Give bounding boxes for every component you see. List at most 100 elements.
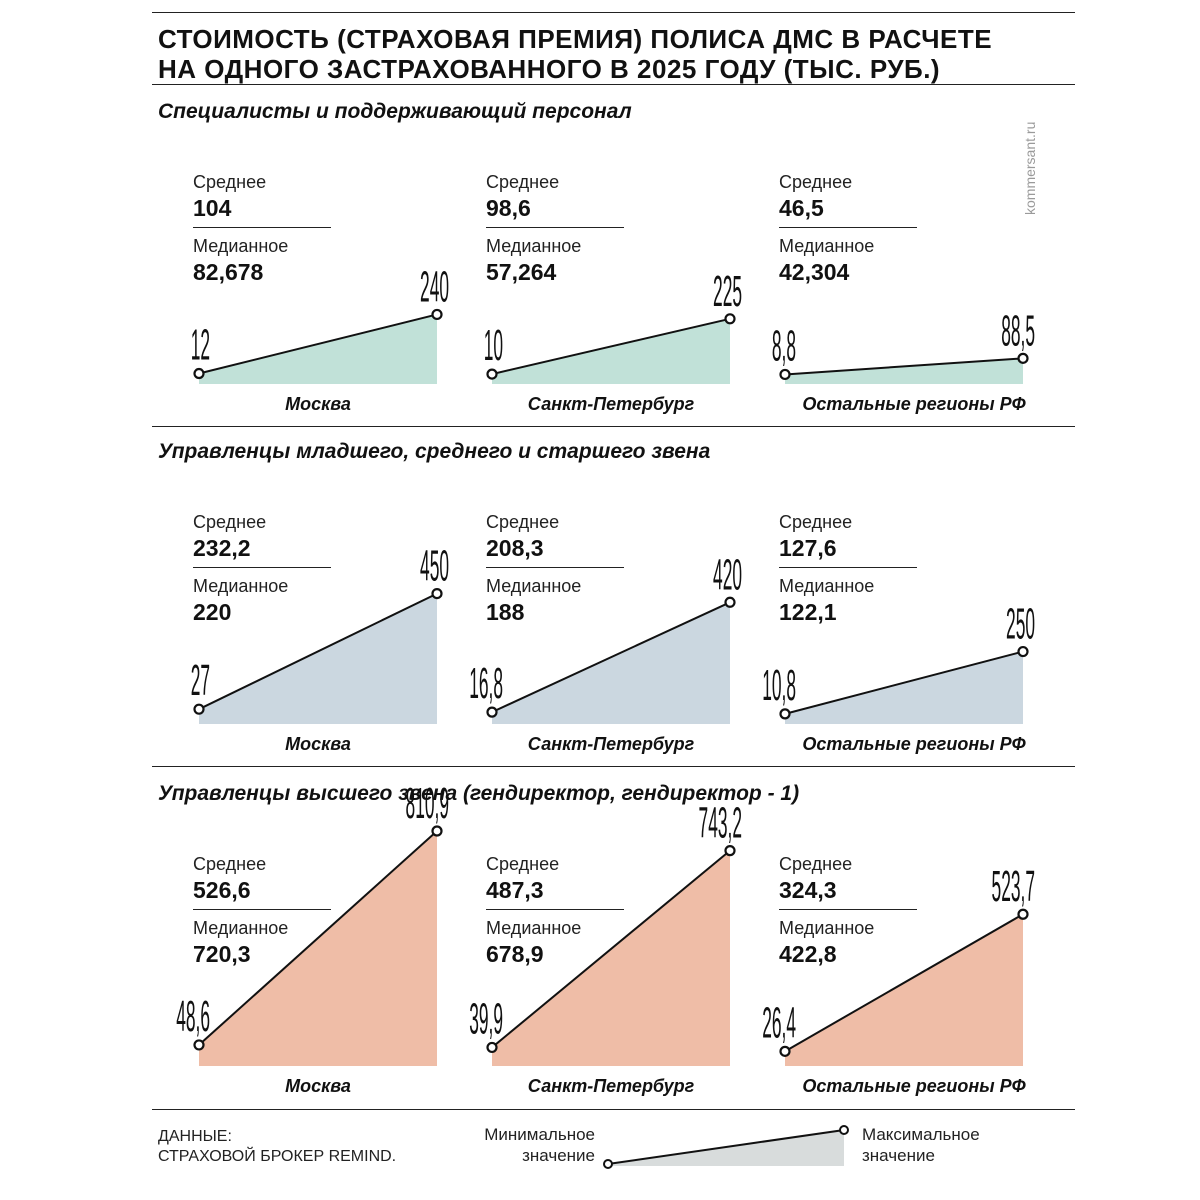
region-label: Санкт-Петербург <box>527 734 695 754</box>
max-value-label: 250 <box>1006 600 1035 649</box>
page-title: СТОИМОСТЬ (СТРАХОВАЯ ПРЕМИЯ) ПОЛИСА ДМС … <box>158 24 992 84</box>
min-point <box>486 368 498 380</box>
section-title-1: Специалисты и поддерживающий персонал <box>158 100 632 123</box>
min-value-label: 10 <box>484 322 503 371</box>
avg-value: 487,3 <box>486 877 544 903</box>
avg-label: Среднее <box>486 172 560 192</box>
legend-max-label: Максимальное значение <box>862 1124 980 1166</box>
max-value-label: 225 <box>713 268 742 317</box>
max-value-label: 240 <box>420 263 449 312</box>
legend-chart <box>603 1125 849 1169</box>
range-area <box>492 318 730 384</box>
avg-value: 526,6 <box>193 877 251 903</box>
median-label: Медианное <box>486 236 582 256</box>
legend-min-point <box>603 1159 613 1169</box>
section-divider-1 <box>152 426 1075 427</box>
stat-divider <box>193 567 331 568</box>
range-line <box>784 913 1024 1053</box>
median-value: 678,9 <box>486 941 544 967</box>
range-line <box>198 313 438 375</box>
source-line-1: ДАННЫЕ: <box>158 1128 232 1145</box>
median-label: Медианное <box>779 918 875 938</box>
range-area <box>785 914 1023 1066</box>
min-point <box>486 1041 498 1054</box>
range-area <box>785 358 1023 384</box>
stat-divider <box>486 909 624 910</box>
min-value-label: 8,8 <box>772 322 796 371</box>
source-note: ДАННЫЕ: СТРАХОВОЙ БРОКЕР REMIND. <box>158 1127 396 1167</box>
max-point <box>431 308 443 321</box>
title-line-2: НА ОДНОГО ЗАСТРАХОВАННОГО В 2025 ГОДУ (Т… <box>158 54 941 84</box>
min-point <box>486 706 498 718</box>
avg-label: Среднее <box>486 854 560 874</box>
legend-min-line-1: Минимальное <box>484 1125 595 1144</box>
legend-max-line-1: Максимальное <box>862 1125 980 1144</box>
range-line <box>198 592 438 711</box>
range-line <box>491 317 731 376</box>
range-line <box>198 830 438 1046</box>
min-point <box>193 703 205 715</box>
region-label: Остальные регионы РФ <box>802 394 1026 414</box>
min-point <box>779 1045 791 1057</box>
stat-divider <box>779 227 917 228</box>
source-line-2: СТРАХОВОЙ БРОКЕР REMIND. <box>158 1148 397 1165</box>
max-value-label: 523,7 <box>992 863 1035 912</box>
region-label: Москва <box>285 734 351 754</box>
median-value: 122,1 <box>779 599 837 625</box>
section-divider-2 <box>152 766 1075 767</box>
max-value-label: 810,9 <box>406 780 449 829</box>
max-value-label: 450 <box>420 543 449 592</box>
median-value: 82,678 <box>193 259 264 285</box>
median-label: Медианное <box>486 918 582 938</box>
legend-min-label: Минимальное значение <box>470 1124 595 1166</box>
stat-divider <box>193 227 331 228</box>
avg-label: Среднее <box>779 512 853 532</box>
watermark: kommersant.ru <box>1022 122 1038 215</box>
range-line <box>491 849 731 1049</box>
range-line <box>491 601 731 714</box>
avg-value: 208,3 <box>486 535 544 561</box>
avg-value: 46,5 <box>779 195 824 221</box>
stat-divider <box>193 909 331 910</box>
avg-value: 127,6 <box>779 535 837 561</box>
range-area <box>199 593 437 724</box>
footer-rule <box>152 1109 1075 1110</box>
legend-min-line-2: значение <box>522 1146 595 1165</box>
max-value-label: 420 <box>713 551 742 600</box>
range-area <box>199 831 437 1066</box>
avg-value: 232,2 <box>193 535 251 561</box>
max-value-label: 743,2 <box>699 800 742 849</box>
watermark-text: kommersant.ru <box>1022 122 1038 215</box>
range-area <box>199 314 437 384</box>
section-title-2: Управленцы младшего, среднего и старшего… <box>158 440 711 463</box>
median-value: 188 <box>486 599 525 625</box>
region-label: Санкт-Петербург <box>527 394 695 414</box>
stat-divider <box>779 567 917 568</box>
section-title-3: Управленцы высшего звена (гендиректор, г… <box>158 782 800 805</box>
median-value: 422,8 <box>779 941 837 967</box>
min-value-label: 16,8 <box>469 660 503 709</box>
top-rule <box>152 12 1075 13</box>
median-label: Медианное <box>193 576 289 596</box>
max-point <box>431 587 443 600</box>
min-value-label: 48,6 <box>176 993 210 1042</box>
stat-divider <box>486 567 624 568</box>
avg-value: 104 <box>193 195 232 221</box>
max-point <box>724 313 736 325</box>
median-label: Медианное <box>193 236 289 256</box>
median-label: Медианное <box>193 918 289 938</box>
min-point <box>779 368 791 381</box>
avg-value: 324,3 <box>779 877 837 903</box>
legend-line <box>607 1129 845 1165</box>
avg-label: Среднее <box>193 854 267 874</box>
avg-label: Среднее <box>779 172 853 192</box>
median-value: 42,304 <box>779 259 850 285</box>
median-label: Медианное <box>779 236 875 256</box>
